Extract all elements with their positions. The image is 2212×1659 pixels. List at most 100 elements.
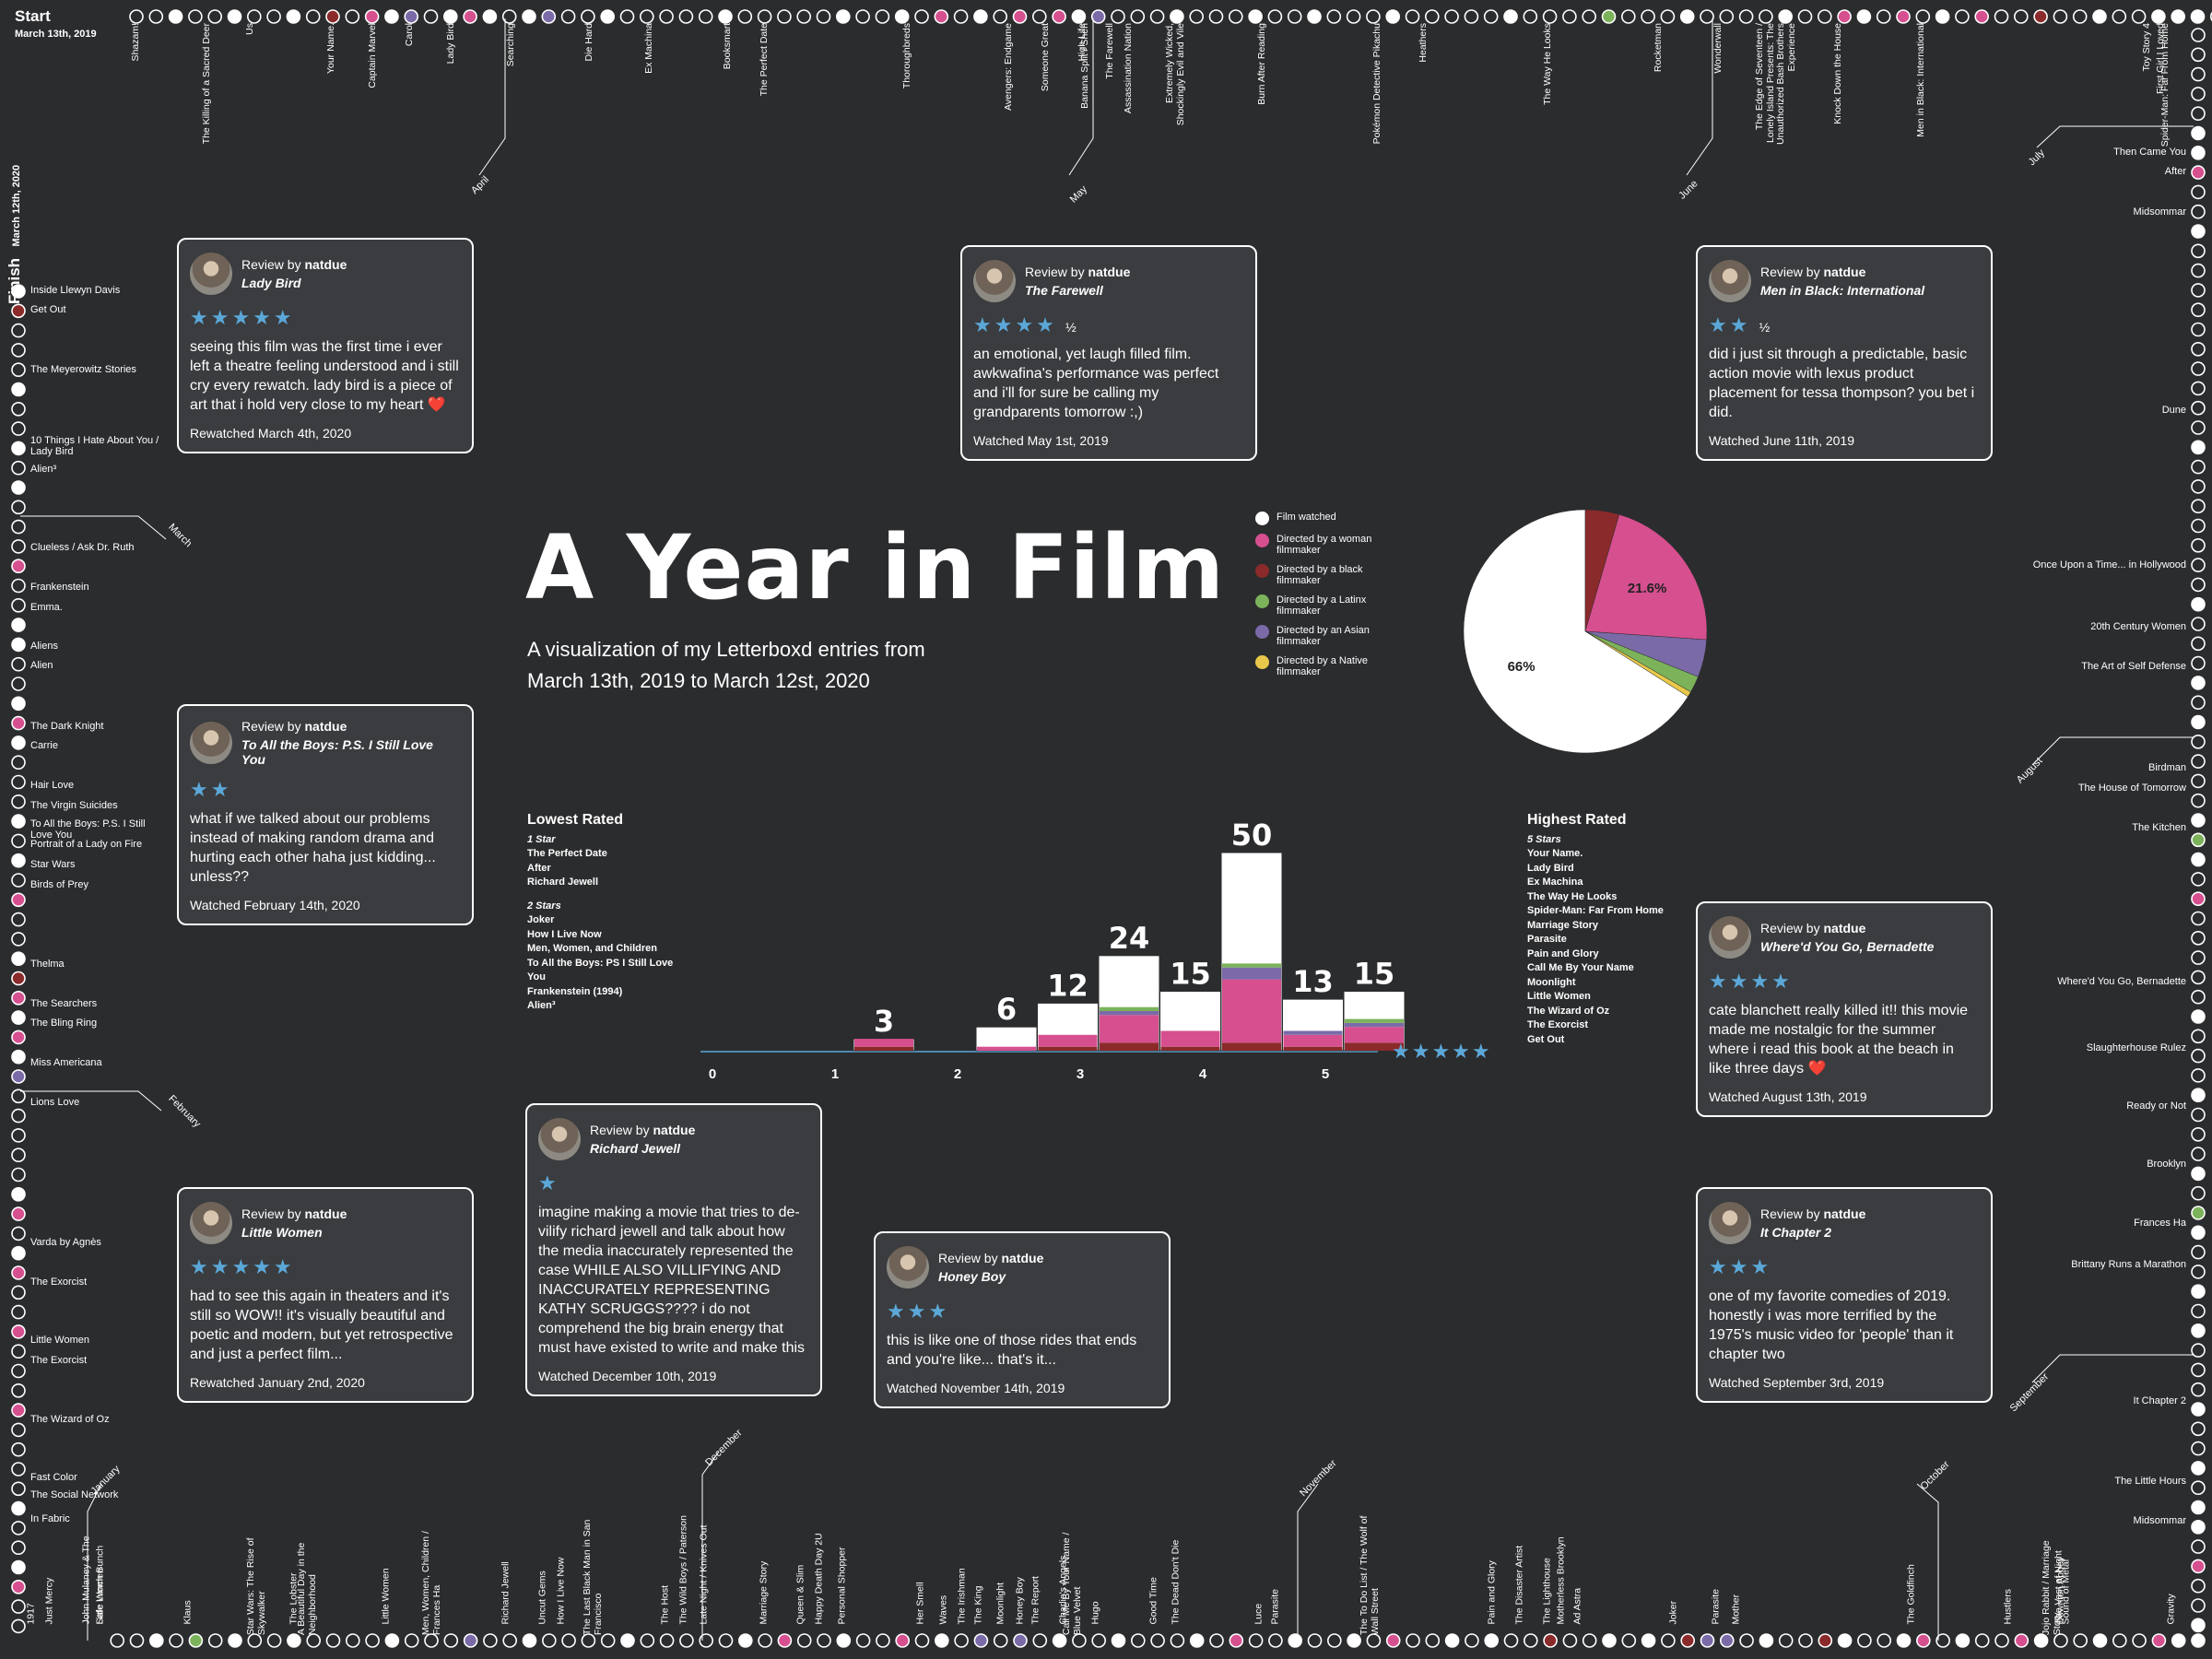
timeline-film-bottom[interactable]: Downton Abbey [2054,1556,2066,1625]
review-card[interactable]: Review by natdue Lady Bird ★★★★★ seeing th… [177,238,474,453]
timeline-film-bottom[interactable]: Little Women [380,1568,392,1625]
timeline-film-left[interactable]: Alien [30,660,53,671]
review-film-title[interactable]: Men in Black: International [1760,283,1925,298]
review-film-title[interactable]: The Farewell [1025,283,1103,298]
timeline-film-bottom[interactable]: How I Live Now [555,1557,567,1625]
timeline-film-bottom[interactable]: The Disaster Artist [1513,1545,1525,1625]
rated-film[interactable]: Get Out [1527,1033,1565,1045]
timeline-film-bottom[interactable]: Gravity [2165,1594,2177,1625]
timeline-film-bottom[interactable]: Marriage Story [758,1560,770,1625]
review-film-title[interactable]: Honey Boy [938,1269,1006,1284]
timeline-film-left[interactable]: Alien³ [30,464,57,475]
timeline-film-top[interactable]: Carol [404,23,415,47]
timeline-film-right[interactable]: Birdman [2148,762,2186,773]
timeline-film-bottom[interactable]: Personal Shopper [836,1547,848,1625]
timeline-film-bottom[interactable]: The Goldfinch [1905,1564,1917,1625]
timeline-film-right[interactable]: The Little Hours [2114,1476,2186,1487]
timeline-film-top[interactable]: The Perfect Date [759,23,770,97]
timeline-film-bottom[interactable]: Late Night / Knives Out [698,1524,710,1625]
timeline-film-bottom[interactable]: Motherless Brooklyn [1555,1536,1567,1625]
timeline-film-right[interactable]: Brittany Runs a Marathon [2071,1259,2186,1270]
timeline-film-top[interactable]: Wonderwall [1712,23,1724,74]
timeline-film-top[interactable]: Shazam! [130,23,141,62]
rated-film[interactable]: Your Name. [1527,848,1583,859]
timeline-film-right[interactable]: Frances Ha [2134,1218,2186,1229]
timeline-film-bottom[interactable]: Moonlight [994,1583,1006,1625]
timeline-film-left[interactable]: The Meyerowitz Stories [30,364,136,375]
timeline-film-left[interactable]: Clueless / Ask Dr. Ruth [30,542,135,553]
timeline-film-right[interactable]: 20th Century Women [2090,621,2186,632]
timeline-film-top[interactable]: Die Hard [583,23,594,62]
timeline-film-bottom[interactable]: The Wild Boys / Paterson [677,1515,689,1625]
timeline-film-left[interactable]: The Exorcist [30,1355,88,1366]
review-card[interactable]: Review by natdue The Farewell ★★★★ ½ an emo… [960,245,1257,461]
rated-film[interactable]: Little Women [1527,991,1591,1002]
timeline-film-top[interactable]: Burn After Reading [1256,23,1267,105]
rated-film[interactable]: Lady Bird [1527,862,1574,874]
timeline-film-bottom[interactable]: Queen & Slim [794,1564,806,1625]
review-card[interactable]: Review by natdue Men in Black: Internatio… [1696,245,1993,461]
review-card[interactable]: Review by natdue Honey Boy ★★★ this is lik… [874,1231,1171,1408]
review-username[interactable]: natdue [1823,921,1866,935]
timeline-film-left[interactable]: Inside Llewyn Davis [30,285,121,296]
rated-film[interactable]: Joker [527,914,555,925]
timeline-film-left[interactable]: The Virgin Suicides [30,800,118,811]
timeline-film-left[interactable]: To All the Boys: P.S. I Still Love You [30,818,146,841]
timeline-film-left[interactable]: Star Wars [30,859,76,870]
review-username[interactable]: natdue [304,719,347,734]
review-film-title[interactable]: To All the Boys: P.S. I Still Love You [241,737,433,767]
timeline-film-top[interactable]: Rocketman [1653,23,1664,73]
timeline-film-bottom[interactable]: Ad Astra [1571,1587,1583,1625]
review-username[interactable]: natdue [304,1206,347,1221]
review-username[interactable]: natdue [1001,1251,1044,1265]
rated-film[interactable]: Spider-Man: Far From Home [1527,905,1664,916]
timeline-film-bottom[interactable]: Safe Lunch Bunch [94,1545,106,1625]
timeline-film-right[interactable]: Then Came You [2113,147,2186,158]
review-username[interactable]: natdue [304,257,347,272]
rated-film[interactable]: The Wizard of Oz [1527,1005,1610,1017]
review-username[interactable]: natdue [1823,265,1866,279]
timeline-film-right[interactable]: The Kitchen [2132,822,2186,833]
timeline-film-left[interactable]: Miss Americana [30,1057,102,1068]
timeline-film-top[interactable]: Someone Great [1040,23,1051,92]
timeline-film-top[interactable]: Us [244,23,255,35]
timeline-film-top[interactable]: Your Name. [325,23,336,75]
timeline-film-bottom[interactable]: The King [972,1585,984,1625]
timeline-film-right[interactable]: Dune [2161,405,2186,416]
timeline-film-right[interactable]: The House of Tomorrow [2077,782,2186,794]
timeline-film-bottom[interactable]: Uncut Gems [536,1571,548,1625]
rated-film[interactable]: To All the Boys: PS I Still Love You [527,957,674,983]
timeline-film-bottom[interactable]: The To Do List / The Wolf of Wall Street [1358,1515,1381,1636]
timeline-film-bottom[interactable]: Hustlers [2002,1589,2014,1625]
timeline-film-bottom[interactable]: Klaus [182,1600,194,1625]
rated-film[interactable]: After [527,862,551,874]
review-username[interactable]: natdue [1823,1206,1866,1221]
timeline-film-bottom[interactable]: Joker [1667,1600,1679,1625]
rated-film[interactable]: Richard Jewell [527,877,599,888]
timeline-film-left[interactable]: Hair Love [30,780,75,791]
timeline-film-left[interactable]: Thelma [30,959,65,970]
timeline-film-top[interactable]: Ex Machina [643,23,654,74]
timeline-film-bottom[interactable]: Honey Boy [1014,1577,1026,1625]
rated-film[interactable]: Marriage Story [1527,919,1599,931]
timeline-film-right[interactable]: Once Upon a Time... in Hollywood [2032,559,2186,571]
timeline-film-top[interactable]: Booksmart [722,23,733,70]
timeline-film-bottom[interactable]: Luce [1253,1603,1265,1625]
review-film-title[interactable]: Little Women [241,1225,323,1240]
timeline-film-right[interactable]: Midsommar [2133,1515,2186,1526]
timeline-film-bottom[interactable]: The Lobster [288,1572,300,1625]
timeline-film-top[interactable]: Knock Down the House [1832,23,1843,124]
rated-film[interactable]: How I Live Now [527,928,602,940]
timeline-film-top[interactable]: Assassination Nation [1123,23,1134,114]
timeline-film-left[interactable]: Little Women [30,1335,89,1346]
timeline-film-top[interactable]: Men in Black: International [1915,23,1926,137]
rated-film[interactable]: The Perfect Date [527,848,607,859]
timeline-film-top[interactable]: Searching [505,23,516,67]
review-card[interactable]: Review by natdue To All the Boys: P.S. I … [177,704,474,925]
timeline-film-left[interactable]: The Dark Knight [30,721,104,732]
timeline-film-bottom[interactable]: Parasite [1269,1589,1281,1625]
rated-film[interactable]: Parasite [1527,934,1567,945]
timeline-film-top[interactable]: Spider-Man: Far From Home [2159,23,2171,147]
rated-film[interactable]: Alien³ [527,1000,556,1011]
timeline-film-top[interactable]: The Edge of Seventeen / Lonely Island Pr… [1754,23,1797,145]
